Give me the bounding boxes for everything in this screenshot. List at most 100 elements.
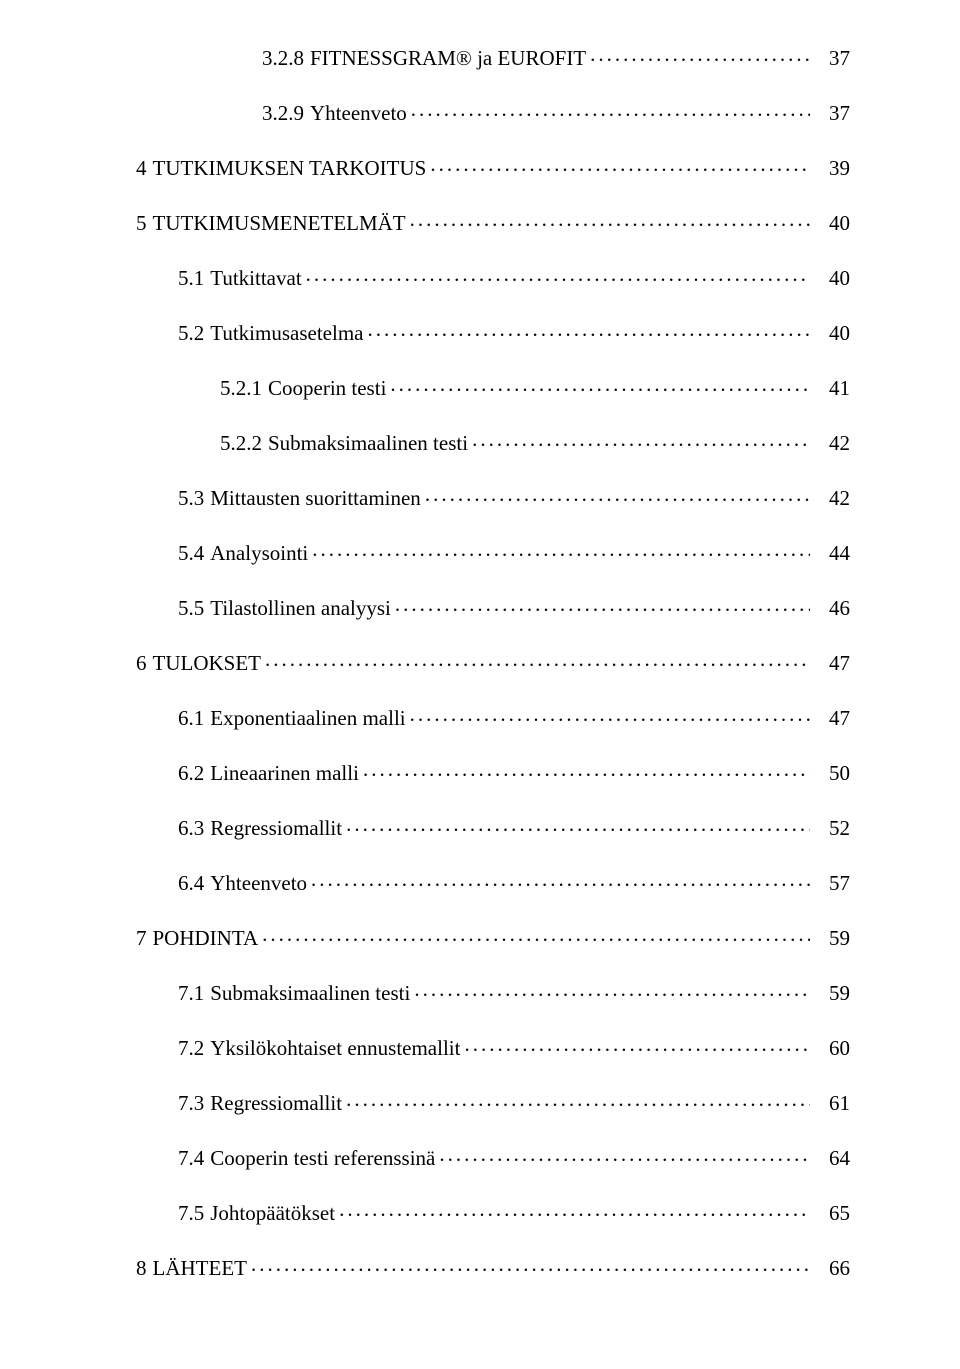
toc-page-number: 59 — [810, 928, 850, 949]
toc-entry: 3.2.9Yhteenveto37 — [136, 99, 850, 124]
toc-entry: 8LÄHTEET66 — [136, 1254, 850, 1279]
toc-number: 5.2.1 — [220, 378, 268, 399]
toc-leader-dots — [262, 924, 810, 945]
toc-number: 7 — [136, 928, 153, 949]
toc-title: Tutkittavat — [210, 268, 305, 289]
toc-title: Lineaarinen malli — [210, 763, 363, 784]
toc-leader-dots — [395, 594, 810, 615]
toc-entry: 6TULOKSET 47 — [136, 649, 850, 674]
toc-entry: 7.5Johtopäätökset 65 — [136, 1199, 850, 1224]
toc-leader-dots — [367, 319, 810, 340]
toc-number: 6.1 — [178, 708, 210, 729]
toc-entry: 6.2Lineaarinen malli 50 — [136, 759, 850, 784]
toc-number: 3.2.8 — [262, 48, 310, 69]
toc-entry: 6.4Yhteenveto57 — [136, 869, 850, 894]
toc-entry: 5.5Tilastollinen analyysi 46 — [136, 594, 850, 619]
toc-title: Tutkimusasetelma — [210, 323, 367, 344]
toc-leader-dots — [472, 429, 810, 450]
toc-page-number: 37 — [810, 103, 850, 124]
toc-title: POHDINTA — [153, 928, 263, 949]
toc-page-number: 40 — [810, 268, 850, 289]
toc-page-number: 47 — [810, 653, 850, 674]
toc-number: 5.2.2 — [220, 433, 268, 454]
toc-entry: 5.3Mittausten suorittaminen 42 — [136, 484, 850, 509]
toc-entry: 6.1Exponentiaalinen malli 47 — [136, 704, 850, 729]
toc-page-number: 46 — [810, 598, 850, 619]
toc-leader-dots — [312, 539, 810, 560]
toc-entry: 5.2Tutkimusasetelma 40 — [136, 319, 850, 344]
toc-entry: 6.3Regressiomallit 52 — [136, 814, 850, 839]
toc-number: 5.1 — [178, 268, 210, 289]
toc-number: 5.2 — [178, 323, 210, 344]
toc-title: Mittausten suorittaminen — [210, 488, 425, 509]
toc-leader-dots — [411, 99, 810, 120]
toc-number: 7.3 — [178, 1093, 210, 1114]
toc-page-number: 41 — [810, 378, 850, 399]
toc-page-number: 40 — [810, 323, 850, 344]
toc-entry: 7.1Submaksimaalinen testi59 — [136, 979, 850, 1004]
toc-leader-dots — [346, 814, 810, 835]
toc-entry: 5.4Analysointi44 — [136, 539, 850, 564]
toc-entry: 5.2.1Cooperin testi41 — [136, 374, 850, 399]
toc-page: 3.2.8FITNESSGRAM® ja EUROFIT373.2.9Yhtee… — [0, 0, 960, 1369]
toc-number: 6.3 — [178, 818, 210, 839]
toc-leader-dots — [425, 484, 810, 505]
toc-title: FITNESSGRAM® ja EUROFIT — [310, 48, 590, 69]
toc-title: Analysointi — [210, 543, 312, 564]
toc-page-number: 44 — [810, 543, 850, 564]
toc-list: 3.2.8FITNESSGRAM® ja EUROFIT373.2.9Yhtee… — [136, 44, 850, 1279]
toc-leader-dots — [346, 1089, 810, 1110]
toc-leader-dots — [430, 154, 810, 175]
toc-page-number: 65 — [810, 1203, 850, 1224]
toc-number: 7.4 — [178, 1148, 210, 1169]
toc-title: TULOKSET — [153, 653, 266, 674]
toc-page-number: 40 — [810, 213, 850, 234]
toc-title: Exponentiaalinen malli — [210, 708, 409, 729]
toc-number: 5.3 — [178, 488, 210, 509]
toc-entry: 5.2.2Submaksimaalinen testi 42 — [136, 429, 850, 454]
toc-page-number: 59 — [810, 983, 850, 1004]
toc-leader-dots — [363, 759, 810, 780]
toc-page-number: 60 — [810, 1038, 850, 1059]
toc-number: 6 — [136, 653, 153, 674]
toc-leader-dots — [306, 264, 810, 285]
toc-title: Regressiomallit — [210, 818, 346, 839]
toc-title: TUTKIMUSMENETELMÄT — [153, 213, 410, 234]
toc-entry: 7.3Regressiomallit61 — [136, 1089, 850, 1114]
toc-leader-dots — [410, 209, 810, 230]
toc-page-number: 52 — [810, 818, 850, 839]
toc-page-number: 57 — [810, 873, 850, 894]
toc-leader-dots — [251, 1254, 810, 1275]
toc-page-number: 47 — [810, 708, 850, 729]
toc-title: Submaksimaalinen testi — [210, 983, 414, 1004]
toc-entry: 7.2Yksilökohtaiset ennustemallit60 — [136, 1034, 850, 1059]
toc-title: Submaksimaalinen testi — [268, 433, 472, 454]
toc-number: 6.4 — [178, 873, 210, 894]
toc-page-number: 42 — [810, 433, 850, 454]
toc-page-number: 39 — [810, 158, 850, 179]
toc-leader-dots — [414, 979, 810, 1000]
toc-entry: 4TUTKIMUKSEN TARKOITUS39 — [136, 154, 850, 179]
toc-page-number: 37 — [810, 48, 850, 69]
toc-number: 8 — [136, 1258, 153, 1279]
toc-entry: 5TUTKIMUSMENETELMÄT40 — [136, 209, 850, 234]
toc-page-number: 50 — [810, 763, 850, 784]
toc-leader-dots — [464, 1034, 810, 1055]
toc-title: Johtopäätökset — [210, 1203, 339, 1224]
toc-leader-dots — [311, 869, 810, 890]
toc-number: 7.5 — [178, 1203, 210, 1224]
toc-title: Tilastollinen analyysi — [210, 598, 395, 619]
toc-number: 6.2 — [178, 763, 210, 784]
toc-title: Cooperin testi referenssinä — [210, 1148, 439, 1169]
toc-leader-dots — [590, 44, 810, 65]
toc-leader-dots — [265, 649, 810, 670]
toc-title: Yksilökohtaiset ennustemallit — [210, 1038, 464, 1059]
toc-leader-dots — [439, 1144, 810, 1165]
toc-number: 5.5 — [178, 598, 210, 619]
toc-entry: 7POHDINTA 59 — [136, 924, 850, 949]
toc-page-number: 42 — [810, 488, 850, 509]
toc-number: 3.2.9 — [262, 103, 310, 124]
toc-leader-dots — [390, 374, 810, 395]
toc-title: Regressiomallit — [210, 1093, 346, 1114]
toc-entry: 7.4Cooperin testi referenssinä64 — [136, 1144, 850, 1169]
